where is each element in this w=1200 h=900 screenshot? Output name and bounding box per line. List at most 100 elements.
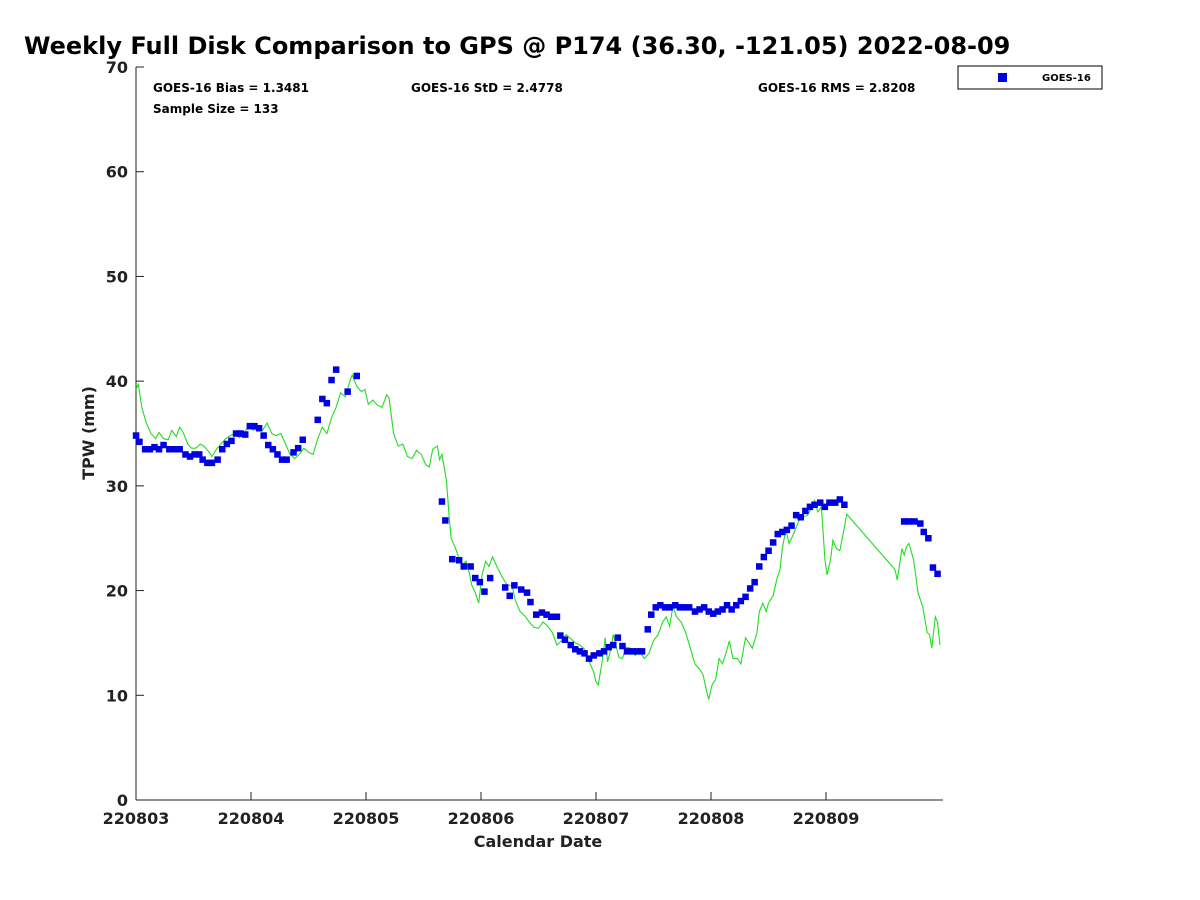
goes-16-point — [237, 430, 244, 437]
goes-16-point — [166, 446, 173, 453]
y-tick-label: 30 — [106, 477, 128, 496]
goes-16-point — [836, 496, 844, 503]
goes-16-point — [666, 604, 673, 611]
goes-16-point — [774, 530, 781, 538]
goes-16-point — [900, 518, 908, 525]
chart-title: Weekly Full Disk Comparison to GPS @ P17… — [24, 32, 1010, 60]
x-tick-label: 220807 — [563, 809, 630, 828]
goes-16-point — [132, 432, 140, 439]
sample-size-stat: Sample Size = 133 — [153, 102, 279, 116]
goes-16-point — [696, 606, 703, 613]
goes-16-point — [811, 501, 818, 508]
goes-16-point — [455, 557, 463, 564]
goes-16-point — [619, 642, 626, 650]
goes-16-point — [543, 611, 550, 618]
y-tick-label: 50 — [106, 267, 128, 286]
goes-16-point — [911, 518, 918, 525]
goes-16-point — [788, 522, 795, 529]
goes-16-point — [737, 597, 745, 605]
y-tick-label: 0 — [117, 791, 128, 810]
goes-16-point — [572, 646, 579, 653]
goes-16-point — [182, 451, 189, 458]
goes-16-point — [576, 648, 584, 655]
goes-16-point — [506, 592, 513, 600]
goes-16-point — [553, 613, 561, 620]
goes-16-point — [186, 453, 194, 460]
goes-16-point — [779, 528, 786, 536]
goes-16-point — [344, 388, 351, 395]
goes-series — [132, 366, 941, 662]
goes-16-point — [223, 440, 231, 448]
goes-16-point — [214, 456, 221, 463]
goes-16-point — [705, 608, 712, 615]
goes-16-point — [319, 395, 326, 403]
goes-16-point — [204, 459, 211, 467]
goes-16-point — [246, 422, 254, 430]
goes-16-point — [460, 563, 467, 570]
goes-16-point — [290, 449, 297, 456]
goes-16-point — [920, 528, 927, 536]
goes-16-point — [527, 598, 534, 606]
goes-16-point — [802, 507, 809, 515]
goes-16-point — [765, 547, 772, 554]
x-ticks: 220803 220804 220805 220806 220807 220808 2208… — [103, 792, 860, 828]
goes-16-point — [600, 648, 608, 655]
goes-16-point — [929, 564, 937, 571]
goes-16-point — [638, 648, 646, 655]
goes-16-point — [232, 430, 240, 437]
goes-16-point — [332, 366, 340, 373]
goes-16-point — [733, 602, 740, 609]
goes-16-point — [691, 608, 699, 615]
goes-16-point — [242, 431, 249, 438]
goes-16-point — [821, 503, 829, 511]
goes-16-point — [934, 570, 941, 578]
goes-16-point — [610, 641, 617, 649]
goes-16-point — [299, 436, 306, 443]
goes-16-point — [657, 602, 664, 609]
goes-16-point — [826, 499, 833, 506]
goes-16-point — [723, 602, 731, 609]
goes-16-point — [141, 446, 149, 453]
x-tick-label: 220809 — [793, 809, 860, 828]
y-tick-label: 70 — [106, 58, 128, 77]
x-tick-label: 220806 — [448, 809, 515, 828]
goes-16-point — [160, 441, 167, 449]
goes-16-point — [605, 643, 612, 651]
goes-16-point — [841, 501, 848, 508]
goes-16-point — [511, 582, 518, 589]
goes-16-point — [672, 602, 679, 609]
goes-16-point — [792, 511, 800, 519]
axes — [135, 67, 943, 801]
goes-16-point — [449, 555, 456, 563]
goes-16-point — [644, 626, 651, 633]
goes-16-point — [629, 648, 636, 655]
goes-16-point — [832, 499, 839, 506]
goes-16-point — [518, 586, 525, 593]
goes-16-point — [265, 441, 272, 449]
goes-16-point — [728, 606, 735, 613]
legend-box — [957, 65, 1103, 90]
goes-16-point — [676, 604, 684, 611]
y-ticks: 0 10 20 30 40 50 60 70 — [106, 58, 144, 810]
std-stat: GOES-16 StD = 2.4778 — [411, 81, 563, 95]
goes-16-point — [353, 372, 360, 380]
goes-16-point — [199, 456, 206, 463]
goes-16-point — [681, 604, 688, 611]
goes-16-point — [634, 648, 641, 655]
goes-16-point — [797, 514, 804, 521]
goes-16-point — [438, 498, 446, 505]
goes-16-point — [176, 446, 183, 453]
goes-16-point — [274, 451, 281, 458]
goes-16-point — [269, 446, 277, 453]
goes-16-point — [155, 446, 163, 453]
x-tick-label: 220805 — [333, 809, 400, 828]
goes-16-point — [228, 437, 235, 445]
goes-16-point — [760, 553, 768, 561]
goes-16-point — [219, 446, 226, 453]
goes-16-point — [661, 604, 669, 611]
goes-16-point — [314, 416, 321, 424]
goes-16-point — [294, 444, 302, 452]
goes-16-point — [557, 632, 564, 639]
x-tick-label: 220804 — [218, 809, 285, 828]
